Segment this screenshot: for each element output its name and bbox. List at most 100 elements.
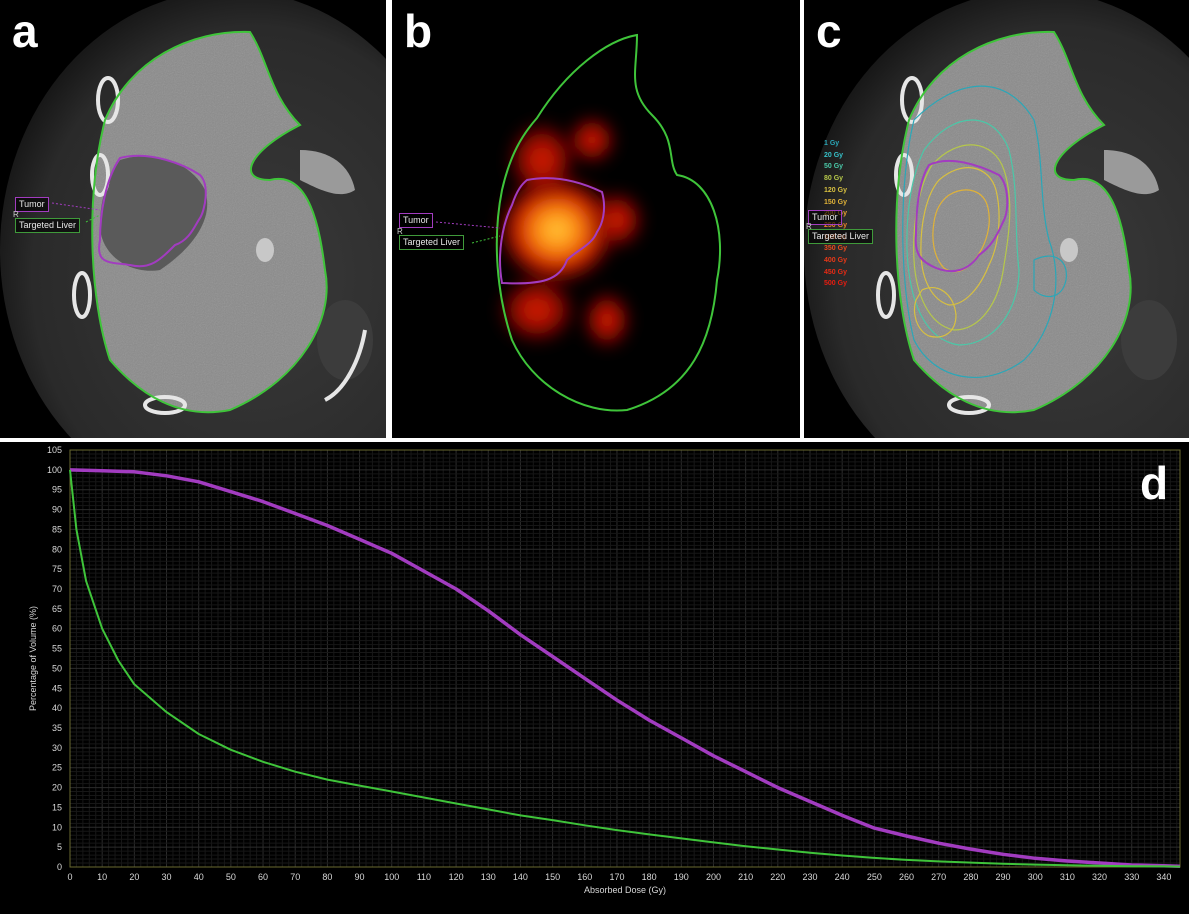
- x-tick-label: 310: [1060, 872, 1075, 882]
- x-tick-label: 120: [449, 872, 464, 882]
- y-tick-label: 60: [52, 624, 62, 634]
- x-tick-label: 160: [577, 872, 592, 882]
- tumor-label: Tumor: [808, 210, 842, 225]
- isodose-legend-item: 400 Gy: [824, 257, 847, 265]
- y-tick-label: 90: [52, 505, 62, 515]
- y-tick-label: 10: [52, 822, 62, 832]
- y-tick-label: 50: [52, 663, 62, 673]
- liver-contour: [495, 33, 721, 412]
- liver-contour: [91, 30, 328, 414]
- dose-volume-histogram: 0 10 20 30 40 50 60 70 80 90 100 110 120 130 140 150 160…: [28, 445, 1181, 895]
- x-tick-label: 300: [1028, 872, 1043, 882]
- x-tick-label: 220: [770, 872, 785, 882]
- x-tick-label: 210: [738, 872, 753, 882]
- isodose-legend-item: 250 Gy: [824, 221, 847, 229]
- y-tick-label: 80: [52, 544, 62, 554]
- x-tick-label: 70: [290, 872, 300, 882]
- panel-d-dvh-chart: 0 10 20 30 40 50 60 70 80 90 100 110 120 130 140 150 160…: [0, 442, 1189, 914]
- isodose-legend-item: 500 Gy: [824, 280, 847, 288]
- y-tick-label: 25: [52, 763, 62, 773]
- y-axis-title: Percentage of Volume (%): [28, 606, 38, 711]
- x-tick-label: 240: [835, 872, 850, 882]
- y-tick-label: 100: [47, 465, 62, 475]
- x-tick-label: 200: [706, 872, 721, 882]
- x-tick-label: 0: [67, 872, 72, 882]
- x-tick-label: 50: [226, 872, 236, 882]
- plot-frame: [69, 449, 1181, 868]
- targeted-liver-label: Targeted Liver: [808, 229, 874, 244]
- tumor-dvh-line: [69, 468, 1181, 868]
- x-tick-label: 230: [802, 872, 817, 882]
- isodose-legend-item: 20 Gy: [824, 151, 844, 159]
- x-tick-label: 250: [867, 872, 882, 882]
- targeted-liver-label: Targeted Liver: [399, 235, 465, 250]
- x-axis-title: Absorbed Dose (Gy): [584, 885, 666, 895]
- y-tick-label: 65: [52, 604, 62, 614]
- panel-letter-a: a: [12, 5, 38, 57]
- panel-a-ct-image: a Tumor R Targeted Liver: [0, 0, 386, 438]
- y-tick-label: 0: [57, 862, 62, 872]
- y-tick-label: 15: [52, 802, 62, 812]
- isodose-legend-item: 50 Gy: [824, 163, 844, 171]
- x-tick-label: 180: [642, 872, 657, 882]
- isodose-legend-item: 120 Gy: [824, 186, 847, 194]
- y-tick-label: 75: [52, 564, 62, 574]
- tumor-label: Tumor: [399, 213, 433, 228]
- x-tick-label: 10: [97, 872, 107, 882]
- x-tick-label: 40: [194, 872, 204, 882]
- x-tick-label: 30: [162, 872, 172, 882]
- r-orientation-mark: R: [13, 210, 19, 219]
- x-tick-label: 150: [545, 872, 560, 882]
- panel-letter-c: c: [816, 5, 842, 57]
- isodose-legend-item: 150 Gy: [824, 198, 847, 206]
- x-tick-label: 270: [931, 872, 946, 882]
- liver-contour: [895, 30, 1132, 414]
- x-tick-label: 280: [963, 872, 978, 882]
- r-orientation-mark: R: [806, 222, 812, 231]
- r-orientation-mark: R: [397, 227, 403, 236]
- isodose-legend-item: 450 Gy: [824, 268, 847, 276]
- y-tick-label: 35: [52, 723, 62, 733]
- panel-letter-d: d: [1140, 457, 1169, 509]
- x-tick-label: 140: [513, 872, 528, 882]
- x-tick-label: 100: [384, 872, 399, 882]
- y-tick-label: 105: [47, 445, 62, 455]
- isodose-legend-item: 80 Gy: [824, 175, 844, 183]
- y-tick-label: 5: [57, 842, 62, 852]
- x-tick-label: 90: [355, 872, 365, 882]
- ct-scan-image: [0, 0, 386, 438]
- tumor-contour: [499, 177, 606, 285]
- x-tick-label: 340: [1156, 872, 1171, 882]
- targeted-liver-label: Targeted Liver: [15, 218, 81, 233]
- y-tick-label: 40: [52, 703, 62, 713]
- x-tick-label: 290: [996, 872, 1011, 882]
- x-tick-label: 330: [1124, 872, 1139, 882]
- y-tick-label: 95: [52, 485, 62, 495]
- x-tick-label: 130: [481, 872, 496, 882]
- panel-b-spect-image: b Tumor R Targeted Liver: [392, 0, 800, 438]
- liver-dvh-line: [69, 469, 1181, 868]
- tumor-contour: [98, 154, 207, 268]
- y-tick-label: 30: [52, 743, 62, 753]
- y-tick-label: 70: [52, 584, 62, 594]
- x-tick-label: 20: [129, 872, 139, 882]
- x-tick-label: 60: [258, 872, 268, 882]
- x-tick-label: 80: [322, 872, 332, 882]
- x-tick-label: 320: [1092, 872, 1107, 882]
- x-tick-label: 110: [417, 872, 431, 882]
- tumor-contour: [914, 159, 1009, 273]
- y-tick-label: 85: [52, 524, 62, 534]
- x-tick-label: 260: [899, 872, 914, 882]
- y-tick-label: 55: [52, 644, 62, 654]
- isodose-legend-item: 350 Gy: [824, 245, 847, 253]
- tumor-label: Tumor: [15, 197, 49, 212]
- x-tick-label: 190: [674, 872, 689, 882]
- ct-isodose-overlay: [804, 0, 1189, 438]
- panel-letter-b: b: [404, 5, 433, 57]
- y-tick-label: 20: [52, 783, 62, 793]
- spect-dose-image: [435, 33, 721, 412]
- y-tick-label: 45: [52, 683, 62, 693]
- x-tick-label: 170: [609, 872, 624, 882]
- isodose-legend-item: 1 Gy: [824, 140, 840, 147]
